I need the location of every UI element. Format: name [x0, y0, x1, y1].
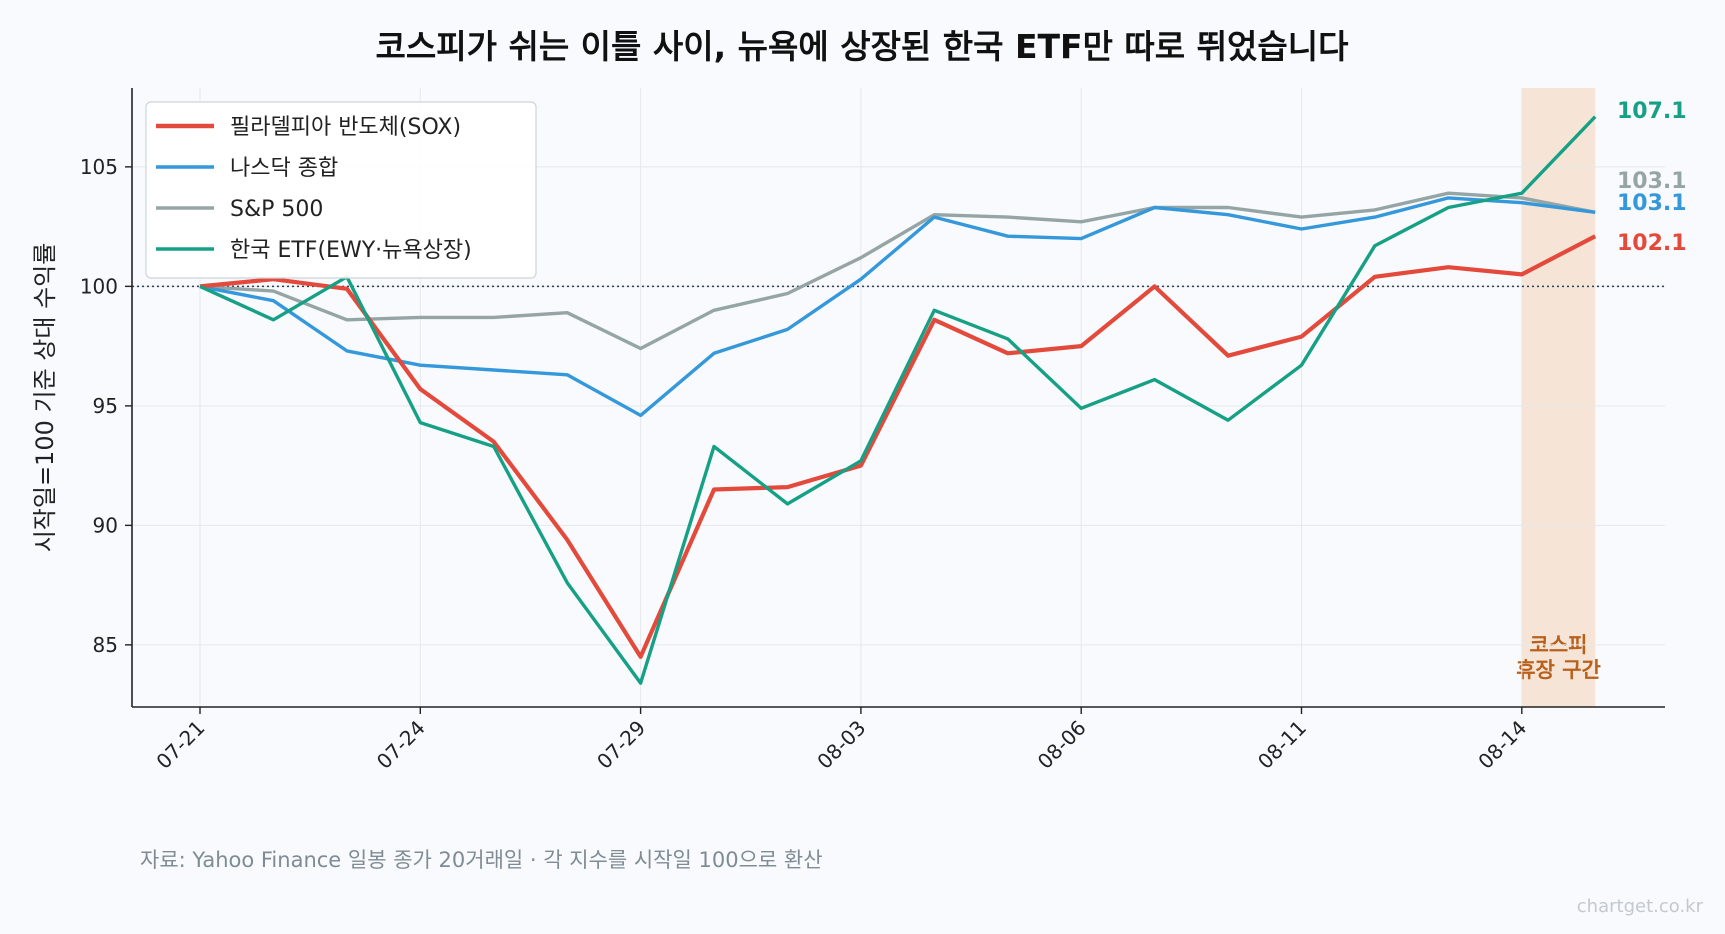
band-label: 휴장 구간: [1516, 658, 1601, 682]
legend-label: 나스닥 종합: [230, 156, 338, 181]
x-tick-label: 08-11: [1253, 716, 1311, 774]
y-tick-label: 105: [80, 155, 118, 179]
legend: 필라델피아 반도체(SOX) 나스닥 종합 S&P 500 한국 ETF(EWY·뉴욕…: [145, 101, 537, 279]
x-tick-label: 07-29: [592, 716, 650, 774]
y-tick-label: 95: [93, 394, 118, 418]
x-tick-label: 07-21: [151, 716, 209, 774]
x-tick-label: 07-24: [372, 716, 430, 774]
legend-label: 필라델피아 반도체(SOX): [230, 115, 461, 140]
y-tick-label: 90: [93, 513, 118, 537]
series-line: [199, 191, 1596, 351]
chart-title: 코스피가 쉬는 이틀 사이, 뉴욕에 상장된 한국 ETF만 따로 뛰었습니다: [376, 27, 1350, 66]
x-tick-label: 08-06: [1033, 716, 1091, 774]
y-tick-label: 85: [93, 633, 118, 657]
x-tick-label: 08-03: [812, 716, 870, 774]
end-value-label: 103.1: [1617, 191, 1687, 216]
series-line: [199, 234, 1597, 659]
x-tick-label: 08-14: [1473, 716, 1531, 774]
source-note: 자료: Yahoo Finance 일봉 종가 20거래일 · 각 지수를 시작…: [140, 848, 823, 872]
end-value-label: 107.1: [1617, 99, 1687, 124]
end-value-label: 102.1: [1617, 231, 1687, 256]
end-value-label: 103.1: [1617, 169, 1687, 194]
kospi-holiday-band: [1521, 88, 1596, 707]
legend-label: S&P 500: [230, 197, 323, 222]
y-tick-label: 100: [80, 274, 118, 298]
series-line: [199, 196, 1596, 418]
legend-box: [145, 101, 537, 279]
watermark: chartget.co.kr: [1577, 896, 1704, 917]
y-axis-label: 시작일=100 기준 상대 수익률: [31, 243, 59, 553]
legend-label: 한국 ETF(EWY·뉴욕상장): [230, 238, 472, 263]
series-line: [199, 115, 1597, 685]
